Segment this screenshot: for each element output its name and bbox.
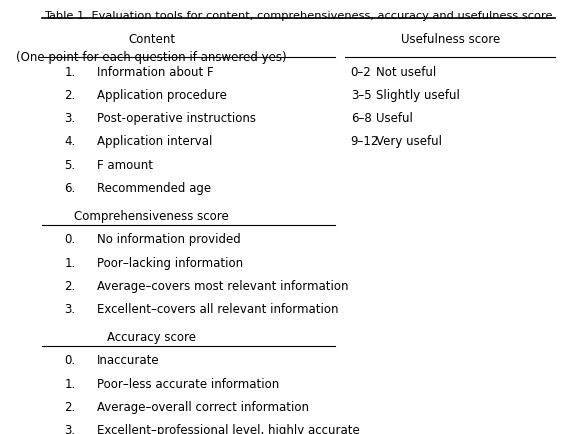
- Text: 1.: 1.: [65, 66, 76, 79]
- Text: Poor–lacking information: Poor–lacking information: [96, 256, 243, 269]
- Text: Average–covers most relevant information: Average–covers most relevant information: [96, 279, 348, 292]
- Text: Very useful: Very useful: [376, 135, 442, 148]
- Text: Accuracy score: Accuracy score: [107, 330, 196, 343]
- Text: 6–8: 6–8: [350, 112, 372, 125]
- Text: 0–2: 0–2: [350, 66, 372, 79]
- Text: Useful: Useful: [376, 112, 413, 125]
- Text: Excellent–covers all relevant information: Excellent–covers all relevant informatio…: [96, 302, 338, 316]
- Text: Usefulness score: Usefulness score: [400, 33, 500, 46]
- Text: 3–5: 3–5: [350, 89, 372, 102]
- Text: Application procedure: Application procedure: [96, 89, 226, 102]
- Text: 1.: 1.: [65, 377, 76, 390]
- Text: 1.: 1.: [65, 256, 76, 269]
- Text: Not useful: Not useful: [376, 66, 436, 79]
- Text: Recommended age: Recommended age: [96, 181, 211, 194]
- Text: Table 1. Evaluation tools for content, comprehensiveness, accuracy and usefulnes: Table 1. Evaluation tools for content, c…: [44, 10, 553, 20]
- Text: Excellent–professional level, highly accurate: Excellent–professional level, highly acc…: [96, 423, 359, 434]
- Text: 5.: 5.: [65, 158, 76, 171]
- Text: 0.: 0.: [65, 354, 76, 367]
- Text: 3.: 3.: [65, 302, 76, 316]
- Text: Content
(One point for each question if answered yes): Content (One point for each question if …: [16, 33, 287, 64]
- Text: 3.: 3.: [65, 112, 76, 125]
- Text: Comprehensiveness score: Comprehensiveness score: [74, 210, 229, 223]
- Text: 9–12: 9–12: [350, 135, 379, 148]
- Text: 2.: 2.: [65, 279, 76, 292]
- Text: Post-operative instructions: Post-operative instructions: [96, 112, 256, 125]
- Text: Average–overall correct information: Average–overall correct information: [96, 400, 309, 413]
- Text: Information about F: Information about F: [96, 66, 213, 79]
- Text: F amount: F amount: [96, 158, 153, 171]
- Text: 6.: 6.: [65, 181, 76, 194]
- Text: 0.: 0.: [65, 233, 76, 246]
- Text: Application interval: Application interval: [96, 135, 212, 148]
- Text: 4.: 4.: [65, 135, 76, 148]
- Text: 2.: 2.: [65, 400, 76, 413]
- Text: Poor–less accurate information: Poor–less accurate information: [96, 377, 279, 390]
- Text: 2.: 2.: [65, 89, 76, 102]
- Text: Inaccurate: Inaccurate: [96, 354, 159, 367]
- Text: 3.: 3.: [65, 423, 76, 434]
- Text: No information provided: No information provided: [96, 233, 240, 246]
- Text: Slightly useful: Slightly useful: [376, 89, 460, 102]
